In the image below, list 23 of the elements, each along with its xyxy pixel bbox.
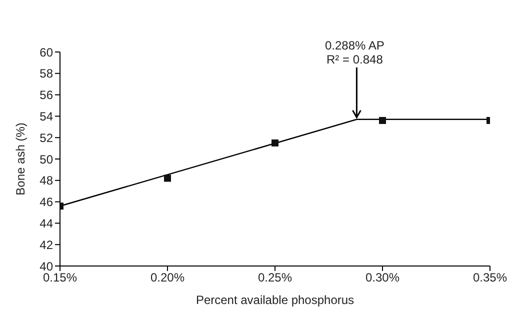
annotation: 0.288% AP	[325, 38, 384, 52]
y-axis-title: Bone ash (%)	[13, 122, 28, 196]
x-tick-label: 0.25%	[258, 270, 292, 285]
x-tick-label: 0.15%	[42, 270, 78, 285]
y-tick-label: 42	[40, 238, 54, 252]
y-tick-label: 44	[40, 216, 54, 230]
y-tick-label: 56	[40, 88, 54, 102]
point	[379, 116, 386, 124]
annotation: R² = 0.848	[326, 52, 384, 66]
x-tick-label: 0.30%	[365, 270, 400, 285]
y-tick-label: 40	[40, 259, 54, 274]
point	[164, 174, 171, 182]
x-axis-title: Percent available phosphorus	[196, 293, 354, 307]
x-tick-label: 0.35%	[472, 270, 508, 285]
y-tick-label: 46	[40, 195, 54, 210]
y-tick-label: 60	[40, 45, 54, 60]
y-tick-label: 54	[40, 109, 54, 124]
x-tick-label: 0.20%	[150, 270, 185, 285]
y-tick-label: 52	[40, 130, 54, 145]
point	[272, 139, 278, 146]
y-tick-label: 48	[40, 174, 54, 188]
y-tick-label: 58	[40, 66, 54, 81]
y-tick-label: 50	[40, 152, 54, 166]
